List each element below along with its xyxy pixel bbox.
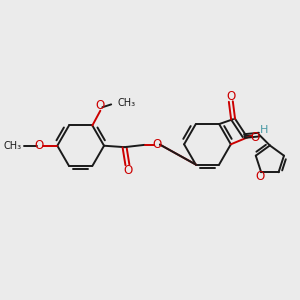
- Text: O: O: [123, 164, 132, 177]
- Text: O: O: [153, 138, 162, 152]
- Text: CH₃: CH₃: [4, 141, 22, 151]
- Text: O: O: [255, 170, 264, 183]
- Text: H: H: [260, 125, 268, 135]
- Text: O: O: [34, 139, 44, 152]
- Text: O: O: [96, 99, 105, 112]
- Text: CH₃: CH₃: [117, 98, 136, 108]
- Text: O: O: [226, 90, 236, 103]
- Text: O: O: [251, 131, 260, 144]
